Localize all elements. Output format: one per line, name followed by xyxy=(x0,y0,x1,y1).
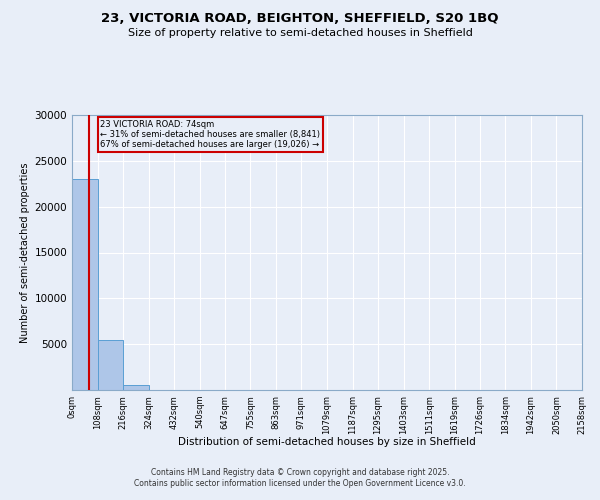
Y-axis label: Number of semi-detached properties: Number of semi-detached properties xyxy=(20,162,30,343)
Text: Contains HM Land Registry data © Crown copyright and database right 2025.
Contai: Contains HM Land Registry data © Crown c… xyxy=(134,468,466,487)
Bar xyxy=(123,386,149,390)
Bar xyxy=(72,179,98,390)
Bar xyxy=(98,340,123,390)
Text: 23 VICTORIA ROAD: 74sqm
← 31% of semi-detached houses are smaller (8,841)
67% of: 23 VICTORIA ROAD: 74sqm ← 31% of semi-de… xyxy=(100,120,320,150)
X-axis label: Distribution of semi-detached houses by size in Sheffield: Distribution of semi-detached houses by … xyxy=(178,437,476,447)
Text: Size of property relative to semi-detached houses in Sheffield: Size of property relative to semi-detach… xyxy=(128,28,472,38)
Text: 23, VICTORIA ROAD, BEIGHTON, SHEFFIELD, S20 1BQ: 23, VICTORIA ROAD, BEIGHTON, SHEFFIELD, … xyxy=(101,12,499,26)
